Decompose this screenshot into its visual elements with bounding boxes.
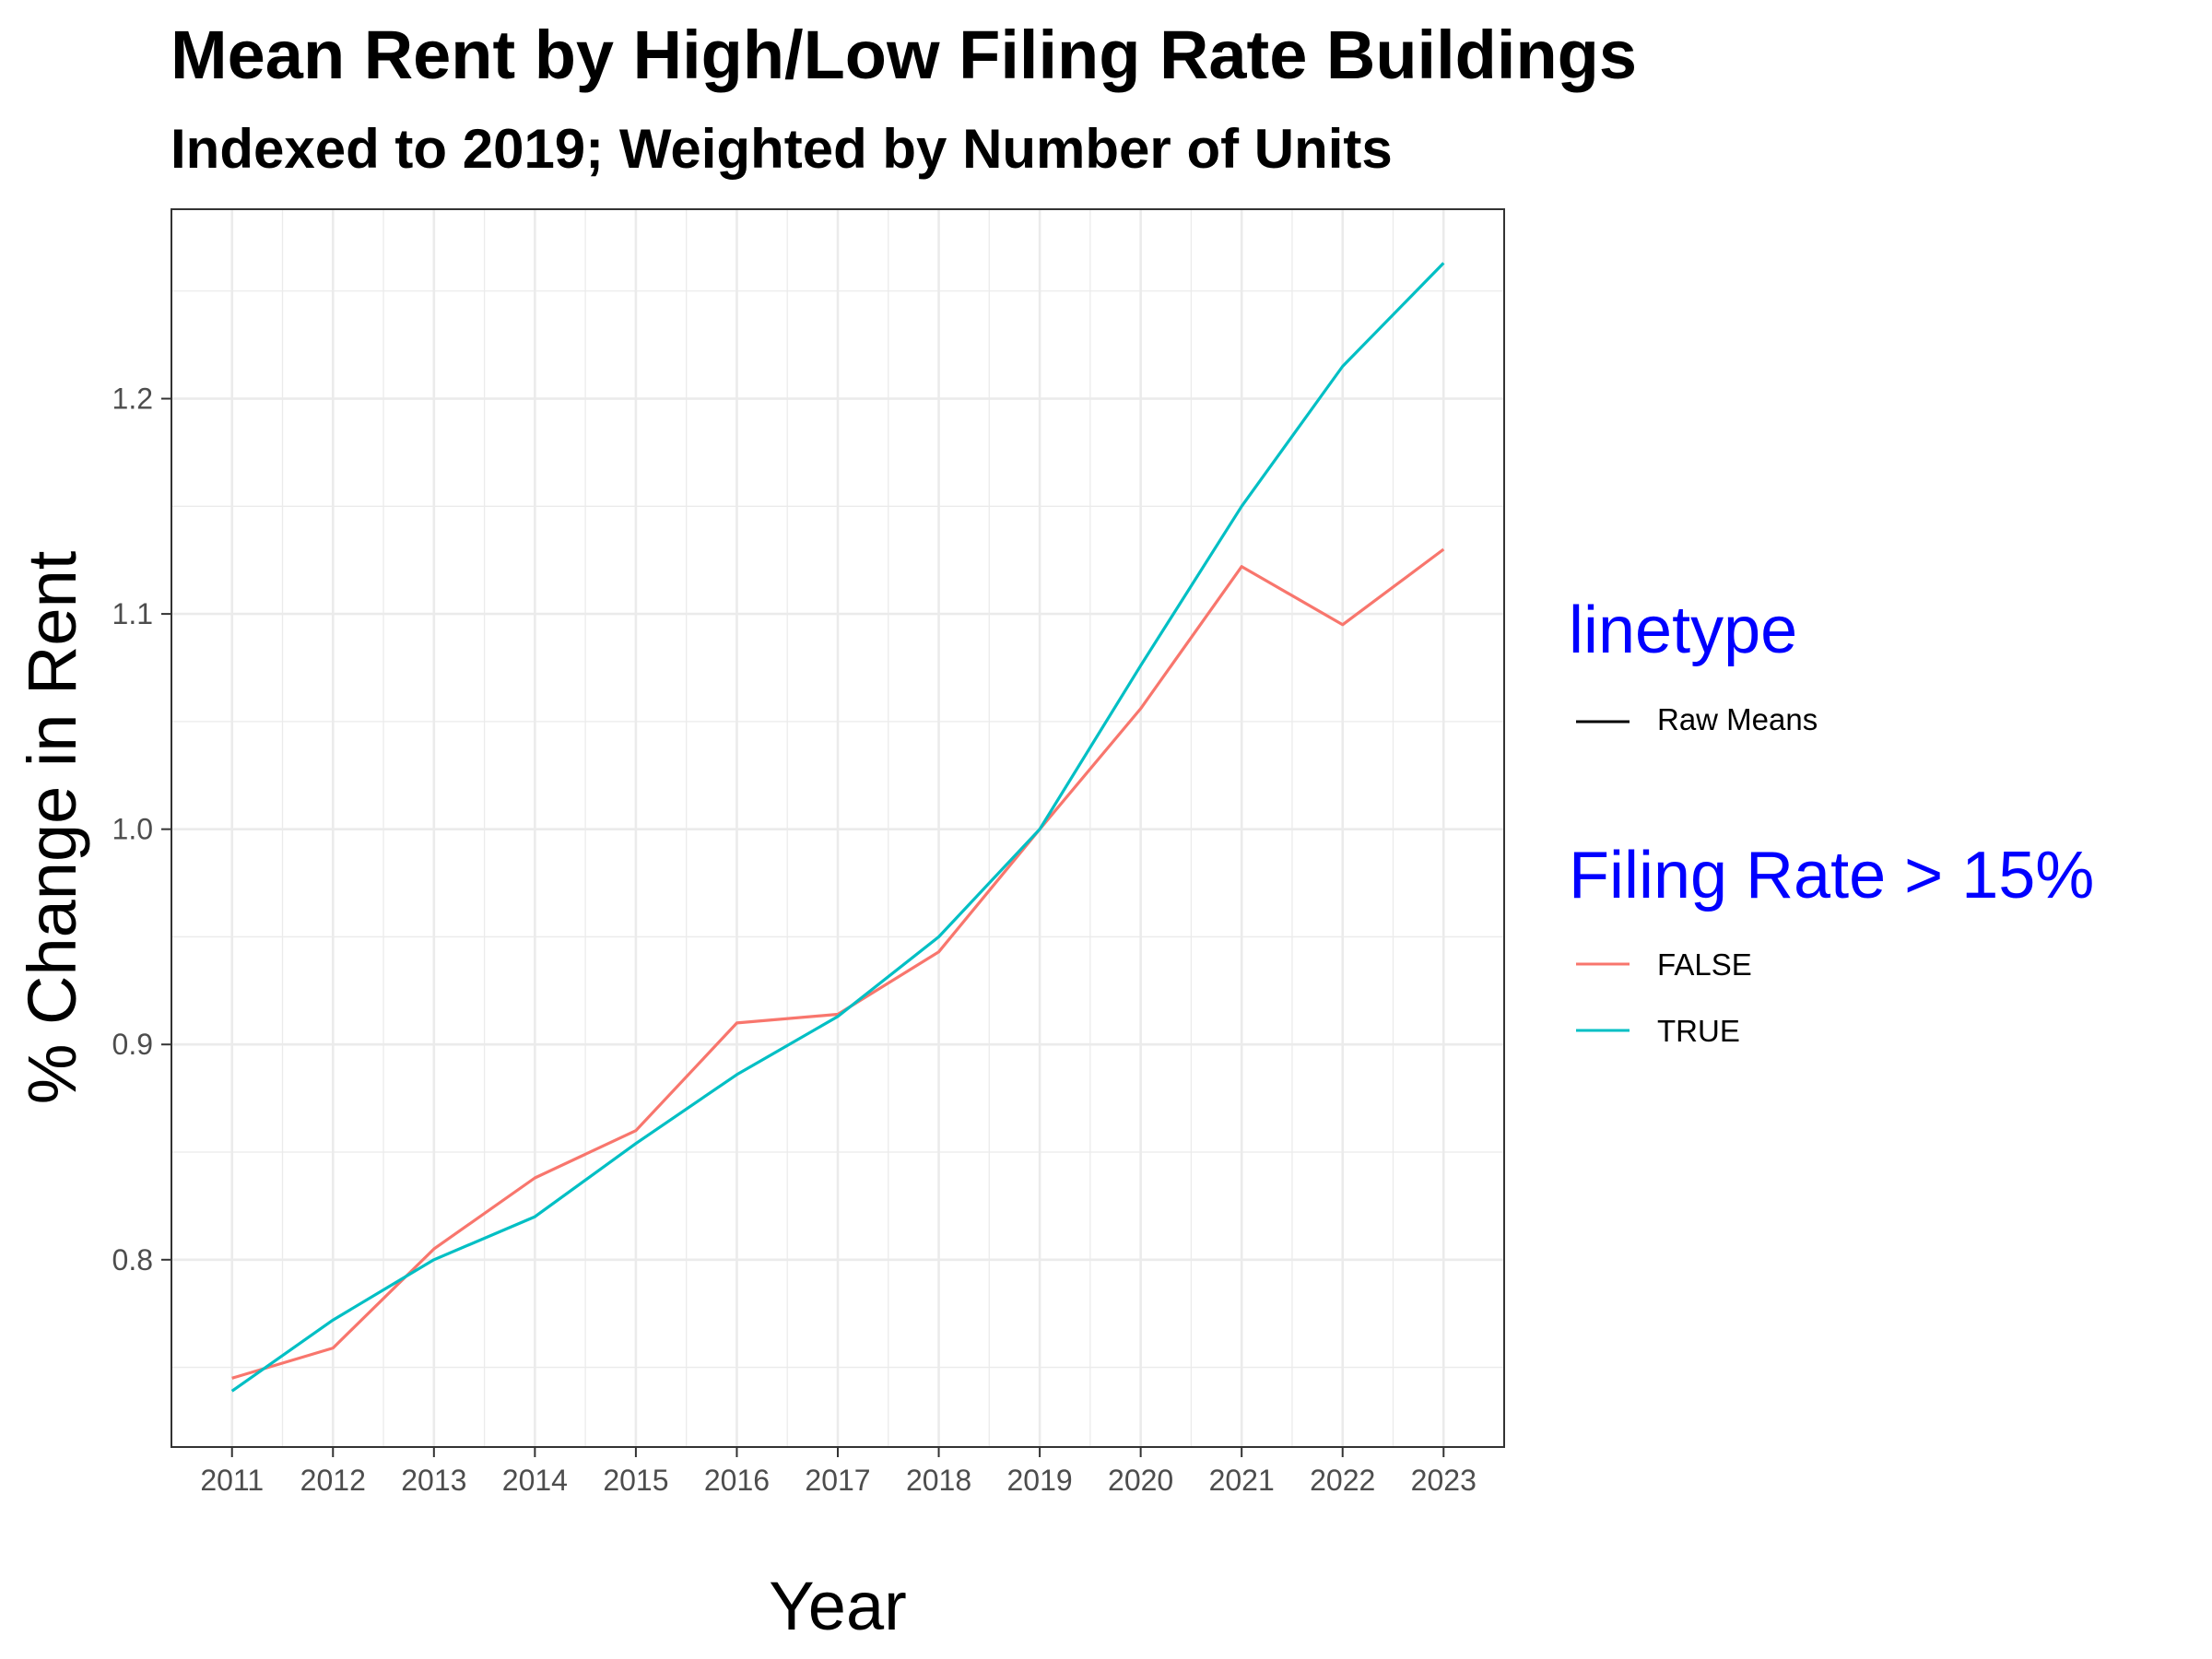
x-tick-label: 2018 (906, 1464, 971, 1497)
x-axis-title: Year (769, 1568, 907, 1644)
series-lines (230, 262, 1445, 1393)
y-axis-ticks: 0.8 0.9 1.0 1.1 1.2 (112, 382, 171, 1277)
x-tick-label: 2020 (1108, 1464, 1173, 1497)
x-tick-label: 2013 (401, 1464, 466, 1497)
y-tick-label: 1.2 (112, 382, 153, 416)
x-tick-label: 2021 (1209, 1464, 1275, 1497)
y-tick-label: 0.8 (112, 1243, 153, 1277)
legend-label-true: TRUE (1657, 1014, 1740, 1048)
y-axis-title: % Change in Rent (14, 550, 90, 1104)
x-tick-label: 2011 (200, 1464, 264, 1497)
x-tick-label: 2019 (1006, 1464, 1072, 1497)
x-tick-label: 2015 (603, 1464, 668, 1497)
x-axis-ticks: 2011 2012 2013 2014 2015 2016 2017 2018 2019 2020… (200, 1447, 1477, 1497)
x-tick-label: 2023 (1411, 1464, 1477, 1497)
legend-label-false: FALSE (1657, 947, 1752, 982)
x-tick-label: 2016 (704, 1464, 770, 1497)
x-tick-label: 2022 (1310, 1464, 1375, 1497)
legend-linetype-title: linetype (1569, 594, 1797, 667)
legend-label-raw-means: Raw Means (1657, 702, 1818, 736)
y-tick-label: 0.9 (112, 1028, 153, 1061)
y-tick-label: 1.0 (112, 813, 153, 846)
grid-major (171, 209, 1504, 1447)
series-line-true (230, 262, 1445, 1393)
x-tick-label: 2012 (300, 1464, 366, 1497)
y-tick-label: 1.1 (112, 597, 153, 630)
series-line-false (231, 547, 1445, 1380)
chart-subtitle: Indexed to 2019; Weighted by Number of U… (171, 118, 1393, 180)
legend-color-title: Filing Rate > 15% (1569, 839, 2094, 912)
x-tick-label: 2014 (502, 1464, 568, 1497)
chart-title: Mean Rent by High/Low Filing Rate Buildi… (171, 17, 1637, 93)
x-tick-label: 2017 (805, 1464, 870, 1497)
legend: linetype Raw Means Filing Rate > 15% FAL… (1569, 594, 2094, 1048)
